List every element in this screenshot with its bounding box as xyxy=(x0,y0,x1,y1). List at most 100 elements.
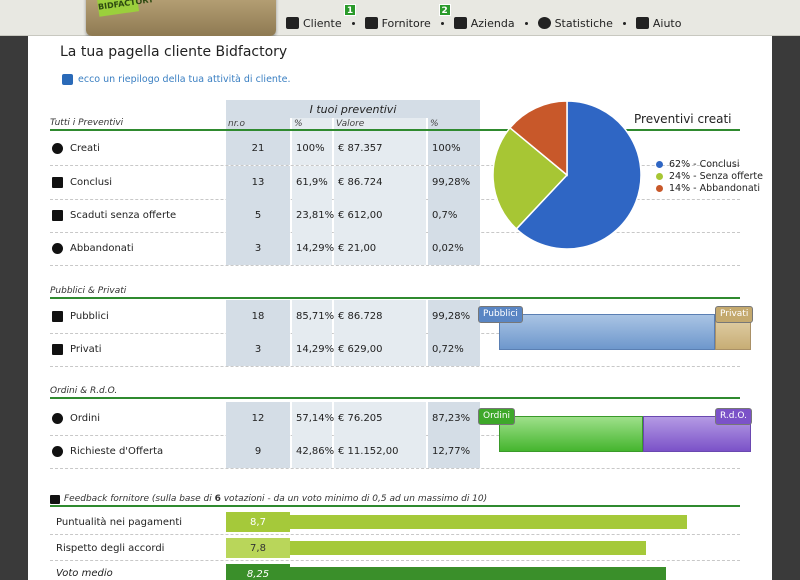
nav-cliente-label: Cliente xyxy=(303,16,342,30)
intro-text-row: ecco un riepilogo della tua attività di … xyxy=(62,74,291,85)
legend-label: 14% - Abbandonati xyxy=(669,182,761,194)
feedback-label: Puntualità nei pagamenti xyxy=(56,517,183,528)
privati-bar-label: Privati xyxy=(715,306,754,323)
feedback-bar xyxy=(290,567,666,580)
section-header-ordini: Ordini & R.d.O. xyxy=(50,386,740,399)
nav-azienda[interactable]: Azienda xyxy=(453,16,515,30)
top-bar: BIDFACTORY Cliente 1 Fornitore 2 Azienda… xyxy=(0,0,800,36)
cell-count: 13 xyxy=(226,166,290,199)
logo-badge: BIDFACTORY xyxy=(96,0,154,17)
row-label: Creati xyxy=(52,132,100,165)
feedback-score: 7,8 xyxy=(226,538,290,558)
cell-value: € 11.152,00 xyxy=(334,435,426,468)
legend-swatch xyxy=(656,172,663,180)
cell-count: 9 xyxy=(226,435,290,468)
feedback-section-text: Feedback fornitore (sulla base di 6 vota… xyxy=(64,494,487,504)
col-header-pct: % xyxy=(294,119,303,129)
pubblici-bar-segment xyxy=(499,314,715,350)
lock-icon xyxy=(52,344,63,355)
nav-fornitore[interactable]: Fornitore 2 xyxy=(364,3,451,30)
section-title: Ordini & R.d.O. xyxy=(50,386,118,396)
factory-icon xyxy=(453,17,467,29)
legend-label: 24% - Senza offerte xyxy=(669,170,763,182)
main-content: La tua pagella cliente Bidfactory ecco u… xyxy=(28,36,772,580)
pie-chart-icon xyxy=(537,17,551,29)
user-icon xyxy=(286,17,299,29)
pie-slice-abbandonati xyxy=(508,100,568,177)
cell-pct: 23,81% xyxy=(292,199,334,232)
feedback-bar xyxy=(290,515,687,529)
section-title: Tutti i Preventivi xyxy=(50,118,124,128)
group-header: I tuoi preventivi xyxy=(226,100,480,118)
cell-pct: 85,71% xyxy=(292,300,334,333)
feedback-bar xyxy=(290,541,646,555)
section-header-feedback: Feedback fornitore (sulla base di 6 vota… xyxy=(50,494,740,507)
row-label: Conclusi xyxy=(52,166,112,199)
row-label-text: Privati xyxy=(70,344,102,355)
row-label-text: Abbandonati xyxy=(70,243,134,254)
ordini-bar-label: Ordini xyxy=(478,408,516,425)
nav-fornitore-badge: 2 xyxy=(438,3,451,16)
cell-pct: 42,86% xyxy=(292,435,334,468)
pie-slice-senza-offerte xyxy=(492,126,569,231)
cell-count: 5 xyxy=(226,199,290,232)
cell-value: € 629,00 xyxy=(334,333,426,366)
info-icon xyxy=(62,74,73,85)
chart-title: Preventivi creati xyxy=(634,112,732,126)
plus-circle-icon xyxy=(52,143,63,154)
nav-azienda-label: Azienda xyxy=(470,16,515,30)
feedback-text-post: votazioni - da un voto minimo di 0,5 ad … xyxy=(220,494,488,504)
feedback-label: Rispetto degli accordi xyxy=(56,543,165,554)
cell-count: 21 xyxy=(226,132,290,165)
ordini-bar-segment xyxy=(499,416,643,452)
nav-statistiche[interactable]: Statistiche xyxy=(537,16,613,30)
feedback-score: 8,25 xyxy=(226,564,290,580)
cell-count: 3 xyxy=(226,232,290,265)
nav-separator xyxy=(524,21,528,25)
feedback-text-pre: Feedback fornitore (sulla base di xyxy=(64,494,215,504)
legend-item: 14% - Abbandonati xyxy=(656,182,763,194)
cell-value: € 76.205 xyxy=(334,402,426,435)
cell-value-pct: 0,72% xyxy=(428,333,480,366)
cell-value-pct: 100% xyxy=(428,132,480,165)
row-divider xyxy=(50,265,740,266)
nav-cliente[interactable]: Cliente 1 xyxy=(286,3,356,30)
feedback-score: 8,7 xyxy=(226,512,290,532)
nav-statistiche-label: Statistiche xyxy=(554,16,613,30)
row-divider xyxy=(50,534,740,535)
pubblici-bar-label: Pubblici xyxy=(478,306,523,323)
cell-value: € 21,00 xyxy=(334,232,426,265)
row-label-text: Richieste d'Offerta xyxy=(70,446,164,457)
cell-pct: 14,29% xyxy=(292,333,334,366)
legend-item: 62% - Conclusi xyxy=(656,158,763,170)
cell-value: € 87.357 xyxy=(334,132,426,165)
question-circle-icon xyxy=(52,446,63,457)
section-header-preventivi: Tutti i Preventivi xyxy=(50,118,740,131)
feedback-vote-count: 6 xyxy=(214,494,221,504)
x-circle-icon xyxy=(52,243,63,254)
rdo-bar-label: R.d.O. xyxy=(715,408,752,425)
exclamation-circle-icon xyxy=(52,413,63,424)
nav-separator xyxy=(351,21,355,25)
logo[interactable]: BIDFACTORY xyxy=(86,0,276,36)
nav-fornitore-label: Fornitore xyxy=(381,16,431,30)
row-label-text: Ordini xyxy=(70,413,101,424)
cell-value: € 86.728 xyxy=(334,300,426,333)
intro-text: ecco un riepilogo della tua attività di … xyxy=(78,74,291,85)
flag-icon xyxy=(52,177,63,188)
cell-value: € 612,00 xyxy=(334,199,426,232)
nav-aiuto[interactable]: Aiuto xyxy=(635,17,681,30)
cell-pct: 14,29% xyxy=(292,232,334,265)
speech-bubble-icon xyxy=(50,494,60,504)
nav-cliente-badge: 1 xyxy=(344,3,356,16)
help-icon xyxy=(635,17,649,29)
cell-value-pct: 12,77% xyxy=(428,435,480,468)
row-label-text: Scaduti senza offerte xyxy=(70,210,177,221)
legend-swatch xyxy=(656,160,663,168)
row-label-text: Pubblici xyxy=(70,311,109,322)
feedback-label: Voto medio xyxy=(56,568,113,579)
legend-label: 62% - Conclusi xyxy=(669,158,740,170)
row-label: Richieste d'Offerta xyxy=(52,435,163,468)
ordini-rdo-bar xyxy=(499,416,751,452)
chart-legend: 62% - Conclusi 24% - Senza offerte 14% -… xyxy=(656,158,763,194)
